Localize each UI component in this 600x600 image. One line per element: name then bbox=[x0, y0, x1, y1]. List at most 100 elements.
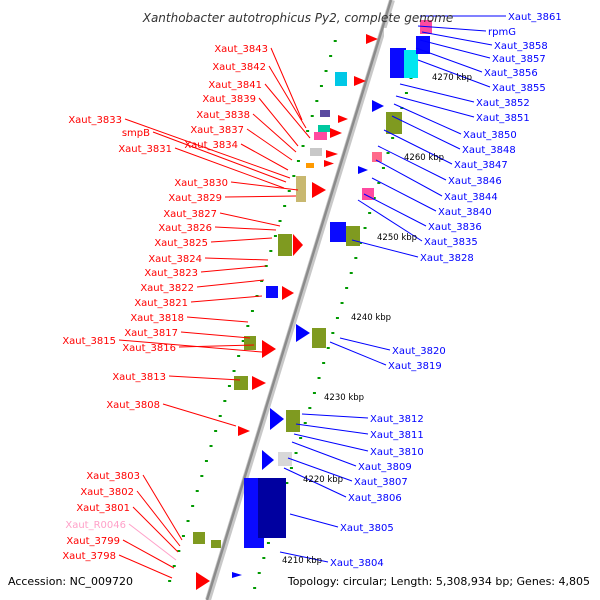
gene-label-left[interactable]: Xaut_3799 bbox=[66, 536, 120, 547]
gene-arrow bbox=[293, 234, 303, 256]
gene-label-right[interactable]: Xaut_3851 bbox=[476, 113, 530, 124]
leader-line bbox=[351, 239, 419, 258]
leader-line bbox=[124, 118, 291, 179]
tick-dot bbox=[260, 280, 264, 282]
left-label-group: Xaut_3843 Xaut_3842 Xaut_3841 Xaut_3839 Xaut… bbox=[62, 44, 268, 562]
gene-label-right[interactable]: Xaut_3828 bbox=[420, 253, 474, 264]
gene-label-right[interactable]: Xaut_3846 bbox=[448, 176, 502, 187]
gene-label-left[interactable]: Xaut_3822 bbox=[140, 283, 194, 294]
gene-label-left[interactable]: Xaut_3816 bbox=[122, 343, 176, 354]
leader-line bbox=[118, 554, 173, 579]
leader-line bbox=[393, 103, 462, 135]
gene-label-left[interactable]: Xaut_3842 bbox=[212, 62, 266, 73]
gene-label-left[interactable]: Xaut_3825 bbox=[154, 238, 208, 249]
gene-label-right[interactable]: Xaut_3847 bbox=[454, 160, 508, 171]
gene-label-right[interactable]: Xaut_3856 bbox=[484, 68, 538, 79]
gene-label-left[interactable]: Xaut_3827 bbox=[163, 209, 217, 220]
gene-label-left[interactable]: Xaut_R0046 bbox=[65, 520, 126, 531]
gene-label-left[interactable]: Xaut_3834 bbox=[184, 140, 238, 151]
gene-features bbox=[193, 20, 432, 590]
tick-dot bbox=[246, 325, 250, 327]
gene-label-right[interactable]: Xaut_3855 bbox=[492, 83, 546, 94]
gene-label-left[interactable]: Xaut_3839 bbox=[202, 94, 256, 105]
gene-label-left[interactable]: Xaut_3838 bbox=[196, 110, 250, 121]
gene-label-right[interactable]: Xaut_3844 bbox=[444, 192, 498, 203]
gene-label-right[interactable]: Xaut_3811 bbox=[370, 430, 424, 441]
gene-label-right[interactable]: Xaut_3820 bbox=[392, 346, 446, 357]
gene-label-left[interactable]: Xaut_3826 bbox=[158, 223, 212, 234]
leader-line bbox=[162, 403, 237, 427]
tick-dot bbox=[317, 377, 321, 379]
gene-label-right[interactable]: Xaut_3858 bbox=[494, 41, 548, 52]
leader-line bbox=[258, 97, 299, 147]
gene-label-right[interactable]: Xaut_3805 bbox=[340, 523, 394, 534]
gene-block bbox=[266, 286, 278, 298]
gene-arrow bbox=[270, 408, 284, 430]
gene-label-left[interactable]: Xaut_3831 bbox=[118, 144, 172, 155]
leader-line bbox=[210, 237, 273, 243]
gene-label-left[interactable]: Xaut_3815 bbox=[62, 336, 116, 347]
gene-block bbox=[234, 376, 248, 390]
tick-dot bbox=[322, 362, 326, 364]
gene-block bbox=[193, 532, 205, 544]
gene-label-left[interactable]: Xaut_3823 bbox=[144, 268, 198, 279]
gene-label-left[interactable]: Xaut_3813 bbox=[112, 372, 166, 383]
gene-label-right[interactable]: rpmG bbox=[488, 27, 516, 38]
gene-arrow bbox=[372, 100, 384, 112]
leader-line bbox=[214, 226, 277, 231]
gene-label-right[interactable]: Xaut_3806 bbox=[348, 493, 402, 504]
gene-label-left[interactable]: Xaut_3833 bbox=[68, 115, 122, 126]
tick-dot bbox=[253, 587, 257, 589]
leader-line bbox=[136, 490, 181, 547]
gene-label-right[interactable]: Xaut_3848 bbox=[462, 145, 516, 156]
leader-line bbox=[152, 131, 287, 183]
gene-label-right[interactable]: Xaut_3836 bbox=[428, 222, 482, 233]
gene-block bbox=[278, 452, 292, 466]
gene-label-left[interactable]: Xaut_3830 bbox=[174, 178, 228, 189]
leader-line bbox=[252, 113, 297, 153]
gene-label-left[interactable]: Xaut_3829 bbox=[168, 193, 222, 204]
gene-label-left[interactable]: Xaut_3808 bbox=[106, 400, 160, 411]
tick-dot bbox=[227, 385, 231, 387]
leader-line bbox=[421, 31, 493, 46]
gene-arrow bbox=[252, 376, 266, 390]
gene-label-right[interactable]: Xaut_3850 bbox=[463, 130, 517, 141]
gene-label-left[interactable]: smpB bbox=[122, 128, 150, 139]
gene-label-left[interactable]: Xaut_3803 bbox=[86, 471, 140, 482]
gene-label-right[interactable]: Xaut_3807 bbox=[354, 477, 408, 488]
leader-line bbox=[417, 25, 487, 32]
tick-dot bbox=[391, 137, 395, 139]
gene-label-left[interactable]: Xaut_3798 bbox=[62, 551, 116, 562]
gene-label-left[interactable]: Xaut_3824 bbox=[148, 254, 202, 265]
gene-block bbox=[296, 176, 306, 202]
gene-label-right[interactable]: Xaut_3812 bbox=[370, 414, 424, 425]
gene-label-right[interactable]: Xaut_3840 bbox=[438, 207, 492, 218]
kbp-tick-label: 4250 kbp bbox=[377, 233, 417, 243]
gene-label-right[interactable]: Xaut_3852 bbox=[476, 98, 530, 109]
leader-line bbox=[371, 177, 437, 212]
gene-label-right[interactable]: Xaut_3819 bbox=[388, 361, 442, 372]
gene-label-right[interactable]: Xaut_3804 bbox=[330, 558, 384, 569]
gene-label-left[interactable]: Xaut_3817 bbox=[124, 328, 178, 339]
gene-label-right[interactable]: Xaut_3861 bbox=[508, 12, 562, 23]
gene-label-left[interactable]: Xaut_3802 bbox=[80, 487, 134, 498]
gene-label-right[interactable]: Xaut_3809 bbox=[358, 462, 412, 473]
leader-line bbox=[174, 147, 285, 189]
gene-label-right[interactable]: Xaut_3835 bbox=[424, 237, 478, 248]
tick-dot bbox=[283, 205, 287, 207]
tick-dot bbox=[312, 392, 316, 394]
gene-label-right[interactable]: Xaut_3857 bbox=[492, 54, 546, 65]
gene-label-left[interactable]: Xaut_3801 bbox=[76, 503, 130, 514]
gene-label-right[interactable]: Xaut_3810 bbox=[370, 447, 424, 458]
gene-label-left[interactable]: Xaut_3818 bbox=[130, 313, 184, 324]
gene-label-left[interactable]: Xaut_3843 bbox=[214, 44, 268, 55]
gene-label-left[interactable]: Xaut_3841 bbox=[208, 80, 262, 91]
gene-arrow bbox=[262, 340, 276, 358]
gene-label-left[interactable]: Xaut_3821 bbox=[134, 298, 188, 309]
leader-line bbox=[287, 457, 353, 482]
gene-label-left[interactable]: Xaut_3837 bbox=[190, 125, 244, 136]
tick-dot bbox=[306, 130, 310, 132]
tick-dot bbox=[363, 227, 367, 229]
tick-dot bbox=[310, 115, 314, 117]
